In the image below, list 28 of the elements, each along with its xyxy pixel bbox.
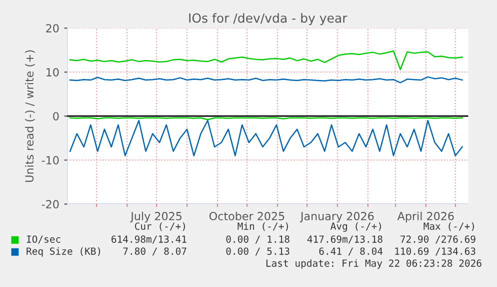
y-tick-label: 10 <box>46 68 59 76</box>
y-tick-label: 20 <box>46 24 59 33</box>
x-tick-label: October 2025 <box>209 212 284 220</box>
x-tick-label: April 2026 <box>397 212 454 222</box>
text: 72.90 /276.69 <box>400 235 476 244</box>
x-tick-label: January 2026 <box>300 212 374 222</box>
text: 417.69m/13.18 <box>307 235 382 244</box>
text: 7.80 / 8.07 <box>123 247 186 256</box>
text: Min (-/+) <box>238 222 288 231</box>
text: 6.41 / 8.04 <box>319 247 383 256</box>
text: 110.69 /134.63 <box>395 247 476 256</box>
text: 614.98m/13.41 <box>112 235 186 244</box>
y-tick-label: -10 <box>42 156 59 164</box>
x-tick-label: July 2025 <box>130 212 182 222</box>
text: Avg (-/+) <box>330 222 381 232</box>
line-series <box>69 50 463 70</box>
y-tick-label: -20 <box>42 200 59 208</box>
line-series <box>69 120 463 156</box>
y-axis-title: Units read (-) / write (+) <box>25 50 35 182</box>
chart-title: IOs for /dev/vda - by year <box>189 13 348 26</box>
text: Max (-/+) <box>424 222 474 231</box>
text: Cur (-/+) <box>134 222 185 231</box>
text: 0.00 / 5.13 <box>226 247 290 256</box>
legend-label: IO/sec <box>26 235 60 244</box>
text: 0.00 / 1.18 <box>226 235 290 244</box>
legend-label: Req Size (KB) <box>26 247 100 257</box>
y-tick-label: 0 <box>53 112 59 120</box>
text: Last update: Fri May 22 06:23:28 2026 <box>266 259 482 269</box>
